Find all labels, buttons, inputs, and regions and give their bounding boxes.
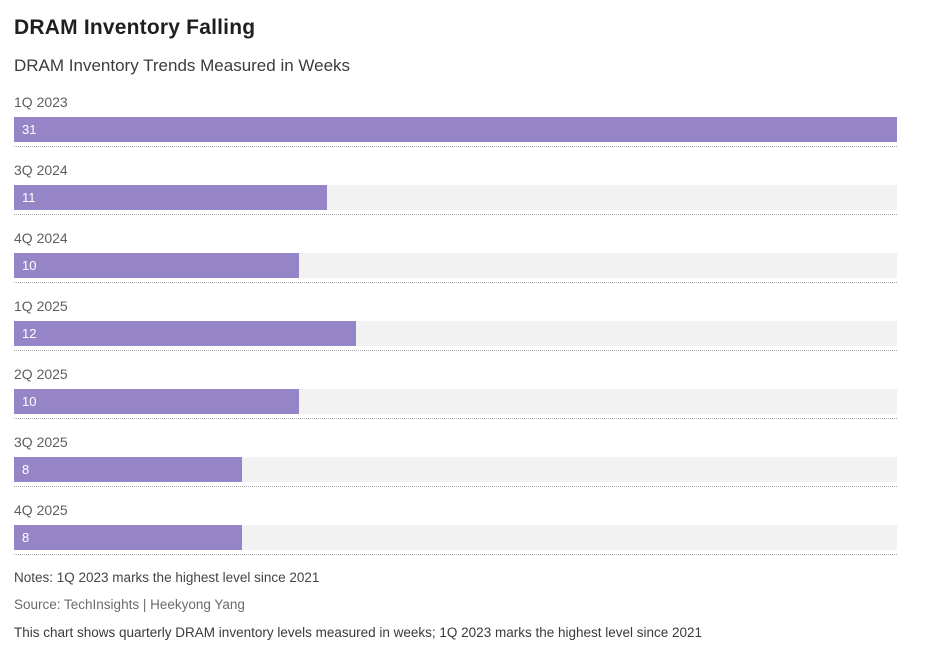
value-label: 31 — [22, 122, 37, 137]
category-label: 4Q 2024 — [14, 230, 68, 246]
value-label: 12 — [22, 326, 37, 341]
bar-track: 11 — [14, 185, 897, 210]
category-label: 1Q 2023 — [14, 94, 68, 110]
chart-row: 2Q 2025 10 — [14, 366, 897, 419]
bar: 10 — [14, 389, 299, 414]
chart-footer: Notes: 1Q 2023 marks the highest level s… — [14, 570, 897, 640]
chart-subtitle: DRAM Inventory Trends Measured in Weeks — [14, 56, 351, 75]
bar: 12 — [14, 321, 356, 346]
chart-notes: Notes: 1Q 2023 marks the highest level s… — [14, 570, 320, 585]
chart-caption: This chart shows quarterly DRAM inventor… — [14, 625, 703, 640]
bar: 10 — [14, 253, 299, 278]
category-label: 3Q 2025 — [14, 434, 68, 450]
bar: 31 — [14, 117, 897, 142]
bar: 8 — [14, 457, 242, 482]
category-label: 3Q 2024 — [14, 162, 68, 178]
chart-row: 3Q 2024 11 — [14, 162, 897, 215]
value-label: 10 — [22, 394, 37, 409]
value-label: 8 — [22, 530, 30, 545]
category-label: 4Q 2025 — [14, 502, 68, 518]
bar-track: 10 — [14, 253, 897, 278]
value-label: 10 — [22, 258, 37, 273]
bar-track: 10 — [14, 389, 897, 414]
bar-track: 8 — [14, 525, 897, 550]
bar: 11 — [14, 185, 328, 210]
bar-track: 31 — [14, 117, 897, 142]
chart-source: Source: TechInsights | Heekyong Yang — [14, 597, 245, 612]
bar-chart: 1Q 2023 31 3Q 2024 11 4Q 2024 10 1Q 2025 12 2Q 2… — [14, 94, 897, 555]
chart-row: 1Q 2023 31 — [14, 94, 897, 147]
category-label: 1Q 2025 — [14, 298, 68, 314]
chart-row: 1Q 2025 12 — [14, 298, 897, 351]
bar: 8 — [14, 525, 242, 550]
bar-track: 8 — [14, 457, 897, 482]
chart-row: 4Q 2025 8 — [14, 502, 897, 555]
bar-track: 12 — [14, 321, 897, 346]
chart-row: 3Q 2025 8 — [14, 434, 897, 487]
chart-title: DRAM Inventory Falling — [14, 16, 256, 39]
category-label: 2Q 2025 — [14, 366, 68, 382]
chart-row: 4Q 2024 10 — [14, 230, 897, 283]
value-label: 8 — [22, 462, 30, 477]
value-label: 11 — [22, 190, 36, 205]
